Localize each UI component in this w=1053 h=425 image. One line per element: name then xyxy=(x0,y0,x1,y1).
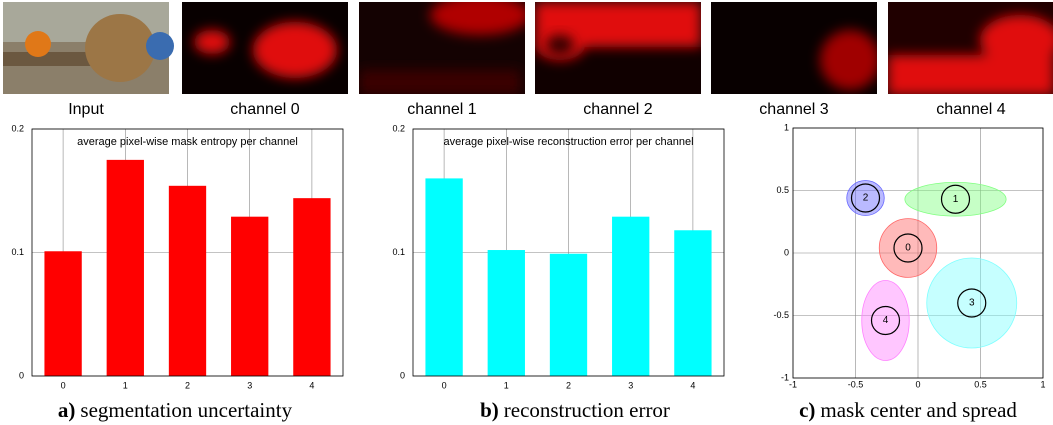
y-tick-label: 0.5 xyxy=(776,185,789,195)
caption-label: b) xyxy=(480,398,499,422)
x-tick-label: 3 xyxy=(247,380,252,390)
channel-image xyxy=(182,2,348,94)
image-label: channel 1 xyxy=(407,101,476,118)
y-tick-label: 0.2 xyxy=(11,123,24,133)
y-tick-label: -0.5 xyxy=(773,310,789,320)
caption: a)segmentation uncertainty xyxy=(58,398,293,422)
y-tick-label: 0 xyxy=(400,370,405,380)
input-image xyxy=(3,2,174,94)
channel-image xyxy=(535,2,701,94)
center-label: 4 xyxy=(883,315,889,326)
bar xyxy=(550,254,587,376)
y-tick-label: 1 xyxy=(784,122,789,132)
y-tick-label: 0 xyxy=(19,370,24,380)
x-tick-label: -1 xyxy=(789,379,797,389)
x-tick-label: 2 xyxy=(185,380,190,390)
caption: b)reconstruction error xyxy=(480,398,670,422)
caption-label: a) xyxy=(58,398,76,422)
x-tick-label: 1 xyxy=(1040,379,1045,389)
image-label: channel 0 xyxy=(230,101,299,118)
caption-text: reconstruction error xyxy=(504,398,670,422)
chart-title: average pixel-wise reconstruction error … xyxy=(443,136,693,148)
x-tick-label: 0 xyxy=(915,379,920,389)
caption-text: mask center and spread xyxy=(820,398,1017,422)
bar xyxy=(612,217,649,376)
center-label: 0 xyxy=(905,243,911,254)
x-tick-label: -0.5 xyxy=(848,379,864,389)
bar xyxy=(107,160,144,376)
center-label: 3 xyxy=(969,298,975,309)
y-tick-label: -1 xyxy=(781,372,789,382)
x-tick-label: 0 xyxy=(61,380,66,390)
x-tick-label: 2 xyxy=(566,380,571,390)
x-tick-label: 0 xyxy=(442,380,447,390)
caption-text: segmentation uncertainty xyxy=(80,398,292,422)
y-tick-label: 0 xyxy=(784,247,789,257)
center-label: 2 xyxy=(863,193,869,204)
x-tick-label: 3 xyxy=(628,380,633,390)
bar xyxy=(44,251,81,376)
image-label: channel 4 xyxy=(936,101,1005,118)
x-tick-label: 0.5 xyxy=(974,379,987,389)
image-label: Input xyxy=(68,101,104,118)
y-tick-label: 0.1 xyxy=(11,247,24,257)
chart-title: average pixel-wise mask entropy per chan… xyxy=(77,136,298,148)
x-tick-label: 4 xyxy=(690,380,695,390)
figure: Input channel 0 channel 1 channel 2 channel … xyxy=(0,0,1053,425)
bar xyxy=(169,186,206,376)
y-tick-label: 0.2 xyxy=(392,123,405,133)
bar xyxy=(293,198,330,376)
channel-image xyxy=(888,2,1053,95)
x-tick-label: 1 xyxy=(123,380,128,390)
caption: c)mask center and spread xyxy=(799,398,1017,422)
bar xyxy=(425,178,462,376)
image-label: channel 2 xyxy=(583,101,652,118)
bar xyxy=(488,250,525,376)
x-tick-label: 1 xyxy=(504,380,509,390)
center-label: 1 xyxy=(953,194,959,205)
caption-label: c) xyxy=(799,398,815,422)
channel-image xyxy=(711,2,880,94)
image-label: channel 3 xyxy=(759,101,828,118)
y-tick-label: 0.1 xyxy=(392,247,405,257)
bar xyxy=(231,217,268,376)
bar xyxy=(674,230,711,376)
channel-image xyxy=(359,0,530,95)
plot-area: 0 1 2 3 4 xyxy=(847,181,1017,361)
x-tick-label: 4 xyxy=(309,380,314,390)
